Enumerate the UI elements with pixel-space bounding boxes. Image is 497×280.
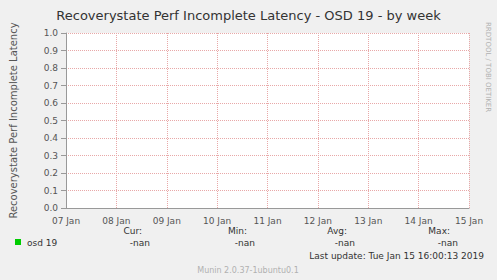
svg-text:-nan: -nan: [335, 238, 355, 248]
svg-text:0.7: 0.7: [44, 81, 58, 91]
svg-text:13 Jan: 13 Jan: [354, 216, 382, 226]
svg-text:-nan: -nan: [438, 238, 458, 248]
svg-text:0.0: 0.0: [44, 203, 59, 213]
svg-text:-nan: -nan: [235, 238, 255, 248]
svg-text:Avg:: Avg:: [327, 226, 347, 236]
svg-text:15 Jan: 15 Jan: [455, 216, 483, 226]
svg-text:10 Jan: 10 Jan: [203, 216, 231, 226]
svg-text:08 Jan: 08 Jan: [102, 216, 130, 226]
svg-text:osd 19: osd 19: [27, 238, 57, 248]
svg-text:Munin 2.0.37-1ubuntu0.1: Munin 2.0.37-1ubuntu0.1: [197, 266, 299, 275]
svg-text:1.0: 1.0: [44, 28, 59, 38]
svg-text:12 Jan: 12 Jan: [304, 216, 332, 226]
svg-text:11 Jan: 11 Jan: [253, 216, 281, 226]
svg-text:07 Jan: 07 Jan: [52, 216, 80, 226]
svg-text:Cur:: Cur:: [123, 226, 142, 236]
svg-text:Min:: Min:: [228, 226, 247, 236]
svg-text:RRDTOOL / TOBI OETIKER: RRDTOOL / TOBI OETIKER: [484, 22, 492, 112]
svg-text:14 Jan: 14 Jan: [405, 216, 433, 226]
svg-text:09 Jan: 09 Jan: [153, 216, 181, 226]
svg-text:0.9: 0.9: [44, 46, 59, 56]
svg-text:0.1: 0.1: [44, 186, 58, 196]
svg-text:Max:: Max:: [428, 226, 450, 236]
svg-text:0.2: 0.2: [44, 168, 58, 178]
svg-text:0.4: 0.4: [44, 133, 59, 143]
svg-text:Recoverystate Perf Incomplete: Recoverystate Perf Incomplete Latency: [8, 22, 19, 218]
svg-text:Recoverystate Perf Incomplete: Recoverystate Perf Incomplete Latency - …: [56, 8, 441, 23]
svg-text:0.3: 0.3: [44, 151, 58, 161]
svg-text:0.5: 0.5: [44, 116, 58, 126]
svg-text:0.6: 0.6: [44, 98, 59, 108]
svg-text:-nan: -nan: [130, 238, 150, 248]
svg-text:Last update: Tue Jan 15 16:00:: Last update: Tue Jan 15 16:00:13 2019: [309, 251, 484, 261]
svg-text:0.8: 0.8: [44, 63, 59, 73]
